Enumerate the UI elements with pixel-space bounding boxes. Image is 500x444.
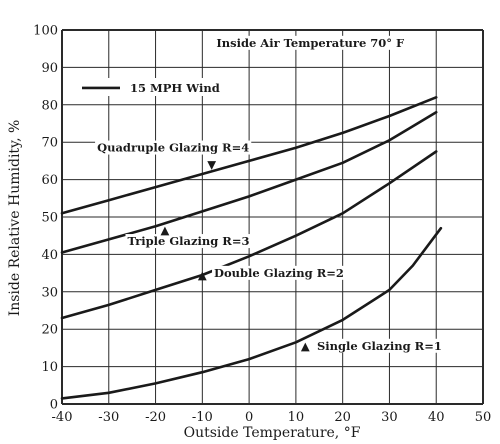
x-tick-label: -20 bbox=[145, 410, 166, 425]
series-group bbox=[60, 96, 443, 400]
annotation-background bbox=[95, 140, 252, 155]
annotation-label: Inside Air Temperature 70° F bbox=[216, 36, 405, 50]
series-line bbox=[60, 96, 438, 215]
x-tick-label: 0 bbox=[245, 410, 253, 425]
y-tick-label: 0 bbox=[50, 398, 58, 413]
grid bbox=[61, 29, 484, 405]
tick-labels: -40 -30 -20 -10 0 10 20 30 40 50 0 10 20 30 40 50 60 70 80… bbox=[33, 24, 491, 426]
x-tick-label: -30 bbox=[98, 410, 119, 425]
x-tick-label: -10 bbox=[192, 410, 213, 425]
series-line bbox=[60, 226, 443, 400]
y-tick-label: 20 bbox=[41, 323, 58, 338]
x-tick-label: 50 bbox=[475, 410, 492, 425]
legend-label: 15 MPH Wind bbox=[130, 81, 220, 95]
annotation-label: Double Glazing R=2 bbox=[214, 266, 344, 280]
legend: 15 MPH Wind bbox=[78, 78, 238, 96]
annotation-background bbox=[125, 234, 252, 249]
y-tick-label: 40 bbox=[41, 248, 58, 263]
y-tick-label: 10 bbox=[41, 360, 58, 375]
y-tick-label: 60 bbox=[41, 173, 58, 188]
legend-background bbox=[78, 78, 238, 96]
annotation-marker: ▲ bbox=[198, 268, 207, 282]
y-tick-label: 100 bbox=[33, 24, 58, 39]
annotation-background bbox=[314, 338, 444, 353]
x-tick-label: 30 bbox=[381, 410, 398, 425]
y-tick-label: 70 bbox=[41, 136, 58, 151]
series-line bbox=[60, 150, 438, 320]
annotation-marker: ▲ bbox=[160, 223, 169, 237]
x-tick-label: -40 bbox=[52, 410, 73, 425]
x-axis-label: Outside Temperature, °F bbox=[184, 425, 361, 441]
annotations: Inside Air Temperature 70° F Quadruple Gl… bbox=[95, 35, 444, 353]
annotation-background bbox=[212, 265, 346, 280]
annotation-label: Single Glazing R=1 bbox=[317, 339, 442, 353]
annotation-background bbox=[214, 35, 408, 50]
y-tick-label: 30 bbox=[41, 285, 58, 300]
annotation-label: Quadruple Glazing R=4 bbox=[97, 141, 249, 155]
series-line bbox=[60, 111, 438, 254]
x-tick-label: 10 bbox=[288, 410, 305, 425]
y-tick-label: 80 bbox=[41, 98, 58, 113]
annotation-label: Triple Glazing R=3 bbox=[127, 234, 249, 248]
annotation-marker: ▲ bbox=[301, 339, 310, 353]
y-axis-label: Inside Relative Humidity, % bbox=[7, 120, 23, 317]
x-tick-label: 40 bbox=[428, 410, 445, 425]
annotation-marker: ▼ bbox=[207, 158, 216, 172]
y-tick-label: 90 bbox=[41, 61, 58, 76]
x-tick-label: 20 bbox=[334, 410, 351, 425]
y-tick-label: 50 bbox=[41, 211, 58, 226]
